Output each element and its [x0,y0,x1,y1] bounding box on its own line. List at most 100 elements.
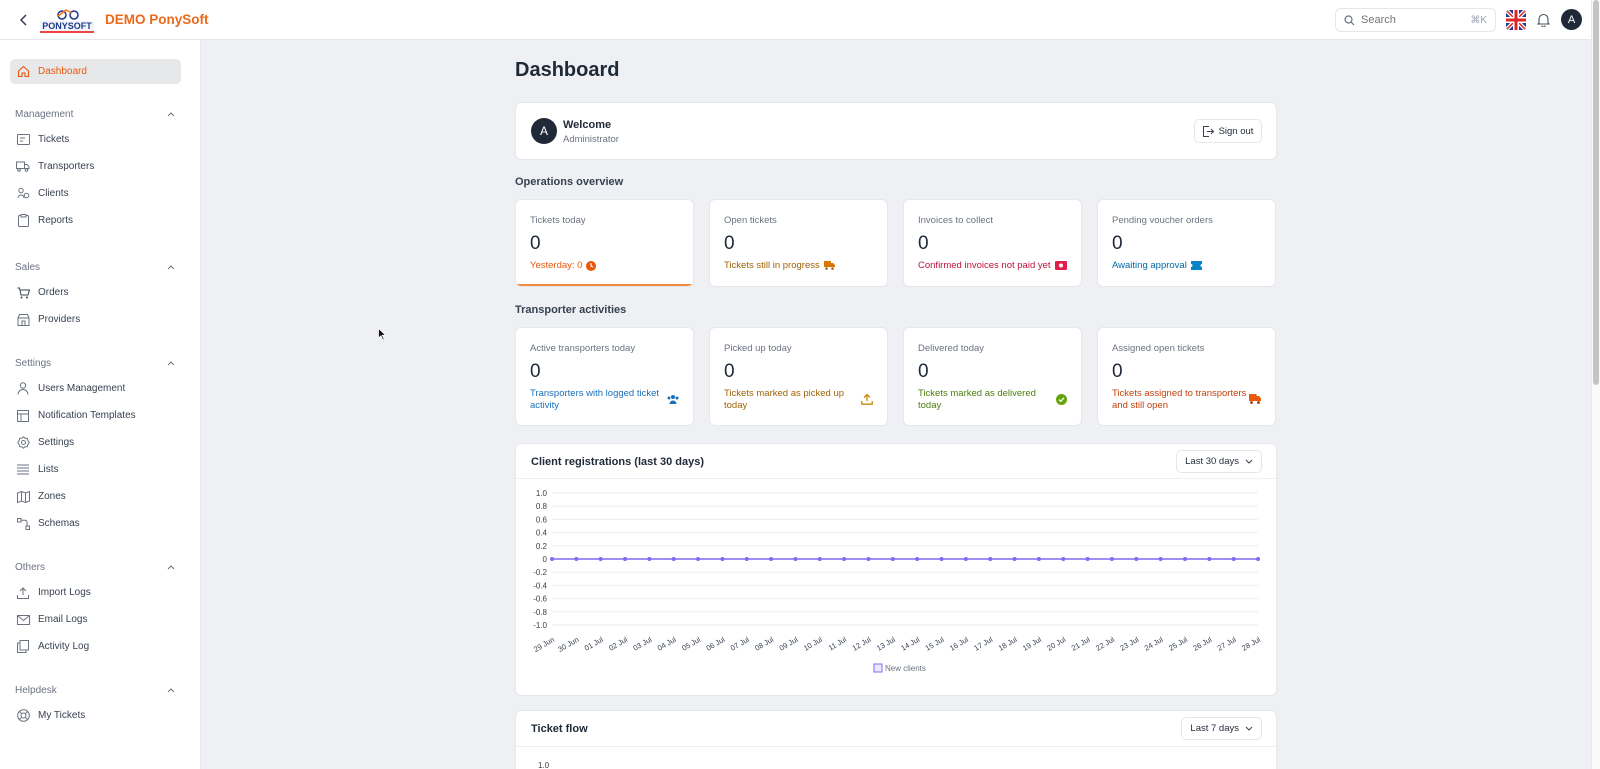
section-others[interactable]: Others [15,560,175,574]
x-tick-label: 08 Jul [753,635,775,653]
sidebar-item-schemas[interactable]: Schemas [10,511,181,536]
chevron-down-icon [1245,726,1253,731]
data-point [1085,557,1090,561]
truck-icon [16,160,30,174]
stat-value: 0 [918,361,929,382]
range-dropdown[interactable]: Last 7 days [1181,717,1262,740]
scrollbar-thumb[interactable] [1593,0,1599,385]
stat-value: 0 [918,233,929,254]
brand-logo[interactable]: PONYSOFT [40,7,94,33]
sidebar-item-providers[interactable]: Providers [10,307,181,332]
sidebar-item-import-logs[interactable]: Import Logs [10,580,181,605]
stat-note: Yesterday: 0 [530,260,597,271]
stat-card-tickets-today[interactable]: Tickets today 0 Yesterday: 0 [515,199,694,287]
user-avatar[interactable]: A [1561,9,1582,30]
sidebar-item-activity-log[interactable]: Activity Log [10,634,181,659]
stat-card-picked-up-today[interactable]: Picked up today 0 Tickets marked as pick… [709,327,888,426]
stat-note: Tickets marked as picked up today [724,388,845,411]
section-title: Sales [15,261,41,273]
sidebar-item-tickets[interactable]: Tickets [10,127,181,152]
sidebar-item-my-tickets[interactable]: My Tickets [10,703,181,728]
back-arrow-icon[interactable] [14,10,34,30]
search-input[interactable] [1361,14,1461,26]
sidebar-item-zones[interactable]: Zones [10,484,181,509]
data-point [866,557,871,561]
data-point [939,557,944,561]
x-tick-label: 09 Jul [778,635,800,653]
search-shortcut: ⌘K [1470,14,1487,26]
data-point [842,557,847,561]
page-scrollbar[interactable] [1591,0,1600,769]
chevron-up-icon [167,264,175,269]
sign-out-button[interactable]: Sign out [1194,119,1262,143]
list-icon [16,463,30,477]
data-point [598,557,603,561]
sidebar-item-clients[interactable]: Clients [10,181,181,206]
sidebar-item-label: Tickets [38,134,70,145]
x-tick-label: 12 Jul [851,635,873,653]
data-point [671,557,676,561]
operations-overview-title: Operations overview [515,176,624,188]
sidebar-item-orders[interactable]: Orders [10,280,181,305]
stat-card-delivered-today[interactable]: Delivered today 0 Tickets marked as deli… [903,327,1082,426]
client-registrations-card: Client registrations (last 30 days) Last… [515,443,1277,696]
chevron-up-icon [167,360,175,365]
stat-note-text: Awaiting approval [1112,260,1187,271]
y-tick-label: 1.0 [538,761,550,769]
section-helpdesk[interactable]: Helpdesk [15,683,175,697]
sidebar-item-notification-templates[interactable]: Notification Templates [10,403,181,428]
stat-note: Awaiting approval [1112,260,1202,271]
x-tick-label: 11 Jul [827,635,849,653]
top-bar: PONYSOFT DEMO PonySoft ⌘K A [0,0,1591,40]
cart-icon [16,286,30,300]
sign-out-icon [1202,125,1214,137]
stat-note-text: Confirmed invoices not paid yet [918,260,1051,271]
data-point [1061,557,1066,561]
stat-note: Confirmed invoices not paid yet [918,260,1067,271]
section-settings[interactable]: Settings [15,356,175,370]
sidebar-item-label: Clients [38,188,69,199]
sidebar-item-label: Providers [38,314,81,325]
section-management[interactable]: Management [15,107,175,121]
stat-label: Assigned open tickets [1112,343,1205,354]
x-tick-label: 03 Jul [632,635,654,653]
sidebar-item-email-logs[interactable]: Email Logs [10,607,181,632]
chevron-up-icon [167,564,175,569]
uk-flag-icon[interactable] [1506,10,1526,30]
y-tick-label: 1.0 [536,489,548,498]
range-dropdown[interactable]: Last 30 days [1176,450,1262,473]
gear-icon [16,436,30,450]
chevron-up-icon [167,111,175,116]
upload-icon [16,586,30,600]
stat-card-assigned-open-tickets[interactable]: Assigned open tickets 0 Tickets assigned… [1097,327,1276,426]
x-tick-label: 05 Jul [680,635,702,653]
stat-card-active-transporters[interactable]: Active transporters today 0 Transporters… [515,327,694,426]
sidebar-item-users-management[interactable]: Users Management [10,376,181,401]
sidebar-item-transporters[interactable]: Transporters [10,154,181,179]
data-point [1036,557,1041,561]
stat-note: Tickets still in progress [724,260,835,271]
search-box[interactable]: ⌘K [1335,8,1496,32]
x-tick-label: 17 Jul [972,635,994,653]
sidebar-item-reports[interactable]: Reports [10,208,181,233]
stat-card-open-tickets[interactable]: Open tickets 0 Tickets still in progress [709,199,888,287]
y-tick-label: -0.6 [533,595,547,604]
x-tick-label: 06 Jul [705,635,727,653]
data-point [1182,557,1187,561]
sidebar-item-label: Schemas [38,518,80,529]
stat-card-pending-voucher-orders[interactable]: Pending voucher orders 0 Awaiting approv… [1097,199,1276,287]
y-tick-label: -1.0 [533,621,547,630]
x-tick-label: 04 Jul [656,635,678,653]
x-tick-label: 14 Jul [899,635,921,653]
bell-icon[interactable] [1533,10,1553,30]
users-icon [667,393,679,405]
stat-label: Invoices to collect [918,215,993,226]
chevron-down-icon [1245,459,1253,464]
sidebar-item-dashboard[interactable]: Dashboard [10,59,181,84]
sidebar-item-settings[interactable]: Settings [10,430,181,455]
stat-card-invoices-to-collect[interactable]: Invoices to collect 0 Confirmed invoices… [903,199,1082,287]
stat-value: 0 [1112,361,1123,382]
data-point [915,557,920,561]
section-sales[interactable]: Sales [15,260,175,274]
sidebar-item-lists[interactable]: Lists [10,457,181,482]
